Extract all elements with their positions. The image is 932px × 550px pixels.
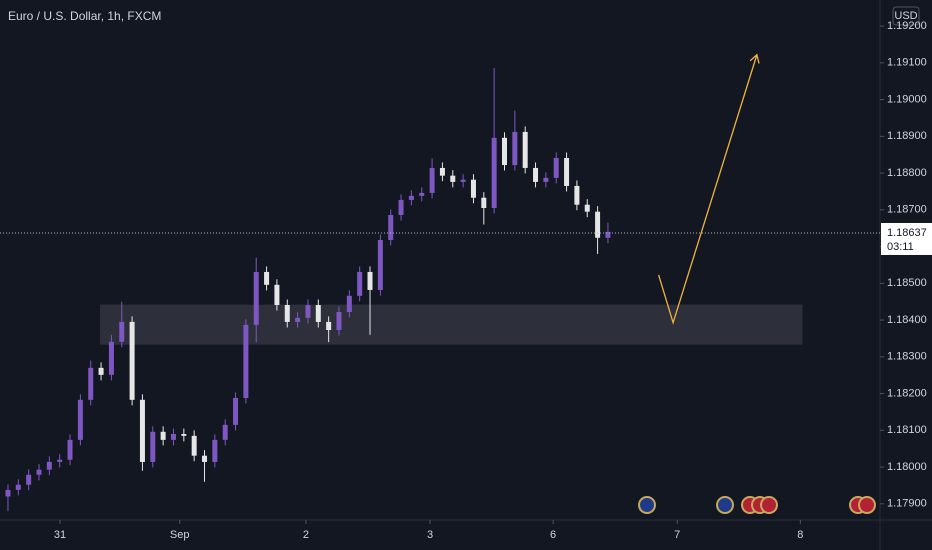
event-icon[interactable] (716, 496, 734, 514)
candle-body (574, 185, 580, 205)
candle-body (367, 271, 373, 290)
candle-body (36, 469, 42, 475)
candle-body (191, 435, 197, 456)
y-tick-label: 1.19000 (887, 93, 927, 105)
candle-body (46, 461, 52, 470)
x-tick-label: 6 (550, 529, 556, 541)
candle-body (388, 214, 394, 240)
candle-body (160, 431, 166, 440)
candle-body (439, 167, 445, 176)
y-tick-label: 1.18500 (887, 277, 927, 289)
y-tick-label: 1.18900 (887, 130, 927, 142)
candle-body (284, 305, 290, 322)
candle-body (336, 312, 342, 331)
candle-body (408, 195, 414, 200)
candle-body (605, 231, 611, 238)
candle-body (481, 197, 487, 208)
candle-body (88, 367, 94, 400)
y-tick-label: 1.18000 (887, 461, 927, 473)
event-icon[interactable] (760, 496, 778, 514)
y-tick-label: 1.17900 (887, 498, 927, 510)
y-tick-label: 1.18800 (887, 167, 927, 179)
candle-body (450, 175, 456, 182)
candle-body (108, 341, 114, 375)
candle-body (274, 284, 280, 306)
candle-body (429, 167, 435, 193)
projection-line (658, 54, 758, 325)
candle-body (98, 367, 104, 375)
event-icon[interactable] (858, 496, 876, 514)
x-tick-label: 2 (303, 529, 309, 541)
currency-box[interactable] (892, 6, 920, 26)
candle-body (533, 167, 539, 182)
candle-body (564, 158, 570, 186)
x-tick-label: 7 (674, 529, 680, 541)
candle-body (295, 317, 301, 322)
candle-body (222, 424, 228, 440)
candle-body (326, 321, 332, 331)
candle-body (202, 455, 208, 462)
candle-body (212, 439, 218, 462)
candle-body (77, 399, 83, 440)
candle-body (553, 158, 559, 178)
candle-body (491, 137, 497, 208)
currency[interactable]: USD (894, 10, 917, 22)
countdown: 03:11 (887, 241, 914, 253)
y-tick-label: 1.19100 (887, 57, 927, 69)
candle-body (584, 204, 590, 212)
arrow-head (749, 53, 760, 64)
x-tick-label: Sep (170, 529, 190, 541)
candle-body (305, 305, 311, 318)
support-zone (100, 304, 803, 345)
candle-body (522, 131, 528, 168)
candle-body (139, 399, 145, 462)
y-tick-label: 1.18200 (887, 387, 927, 399)
y-tick-label: 1.18100 (887, 424, 927, 436)
candle-body (512, 131, 518, 166)
candle-body (5, 489, 11, 497)
candle-body (15, 484, 21, 490)
candle-body (243, 324, 249, 398)
chart-title: Euro / U.S. Dollar, 1h, FXCM (8, 9, 161, 23)
event-icons (638, 496, 876, 514)
candle-body (129, 321, 135, 400)
candle-body (470, 179, 476, 198)
x-tick-label: 3 (427, 529, 433, 541)
x-tick-label: 31 (54, 529, 66, 541)
candle-body (398, 199, 404, 215)
candle-body (315, 305, 321, 322)
candle-body (419, 192, 425, 196)
candle-body (26, 474, 32, 485)
candle-body (150, 431, 156, 462)
y-tick-label: 1.18300 (887, 351, 927, 363)
candle-body (501, 137, 507, 166)
last-price-box (881, 222, 932, 255)
candle-body (543, 177, 549, 182)
candle-body (460, 179, 466, 182)
candle-body (264, 271, 270, 285)
x-tick-label: 8 (797, 529, 803, 541)
y-tick-label: 1.18400 (887, 314, 927, 326)
y-tick-label: 1.19200 (887, 20, 927, 32)
candle-body (181, 434, 187, 436)
candle-body (253, 271, 259, 325)
candle-body (377, 239, 383, 290)
candle-body (119, 321, 125, 342)
last-price-label: 1.18637 (887, 227, 927, 239)
candle-body (595, 211, 601, 238)
candle-body (346, 295, 352, 312)
candle-body (67, 439, 73, 460)
candle-body (233, 397, 239, 425)
candle-body (170, 434, 176, 440)
candle-body (357, 271, 363, 296)
event-icon[interactable] (638, 496, 656, 514)
y-tick-label: 1.18700 (887, 204, 927, 216)
plot-area (0, 53, 880, 512)
candle-body (57, 459, 63, 462)
